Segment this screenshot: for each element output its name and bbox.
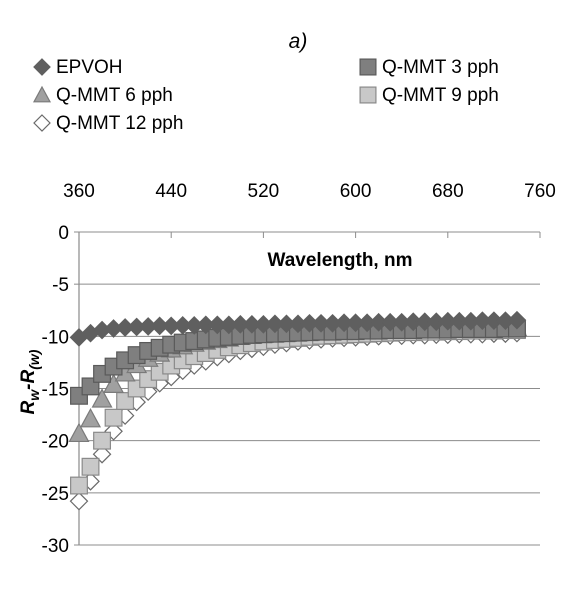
legend-entry: Q-MMT 3 pph [359,57,499,78]
data-point [69,491,89,511]
data-point [80,407,102,428]
legend-entry: EPVOH [33,57,123,78]
legend-label: Q-MMT 9 pph [382,85,499,106]
legend-label: Q-MMT 12 pph [56,113,183,134]
data-point [81,457,100,476]
legend-marker [33,58,51,76]
y-axis-title-mid: -R [18,370,39,390]
y-axis-title-sub-2: (w) [26,349,42,370]
data-point [507,310,527,330]
x-tick-label: 680 [432,181,464,202]
x-tick-label: 440 [155,181,187,202]
y-tick-label: 0 [58,223,69,244]
legend-marker [359,86,377,104]
y-tick-label: -30 [42,536,69,557]
legend-entry: Q-MMT 6 pph [32,85,173,106]
x-tick-label: 520 [248,181,280,202]
y-tick-label: -15 [42,380,69,401]
x-tick-label: 360 [63,181,95,202]
y-axis-title-sub-1: w [26,389,42,401]
y-tick-labels: 0 -5 -10 -15 -20 -25 -30 [42,223,69,557]
legend-label: Q-MMT 6 pph [56,85,173,106]
data-point [70,476,88,495]
data-point [91,388,113,408]
x-tick-label: 760 [524,181,556,202]
series-epvoh [69,310,527,347]
y-tick-label: -20 [42,432,69,453]
panel-label: a) [289,30,308,53]
y-axis-title-main: R [18,400,39,414]
data-point [93,431,112,450]
y-tick-label: -10 [42,327,69,348]
legend-entry: Q-MMT 9 pph [359,85,499,106]
data-point [103,373,125,394]
legend-marker [32,85,52,103]
x-axis-title: Wavelength, nm [268,250,413,271]
y-axis-title: Rw-R(w) [18,349,42,414]
y-tick-label: -5 [52,275,69,296]
data-point [104,408,123,427]
legend-label: EPVOH [56,57,123,78]
y-tick-label: -25 [42,484,69,505]
legend-entry: Q-MMT 12 pph [33,113,183,134]
series-layer [68,310,528,511]
legend: EPVOH Q-MMT 3 pph Q-MMT 6 pph Q-MMT 9 pph Q-… [32,57,499,134]
data-point [68,422,90,443]
legend-label: Q-MMT 3 pph [382,57,499,78]
x-tick-label: 600 [340,181,372,202]
x-tick-labels: 360 440 520 600 680 760 [63,181,556,202]
legend-marker [33,114,51,132]
legend-marker [359,58,377,76]
